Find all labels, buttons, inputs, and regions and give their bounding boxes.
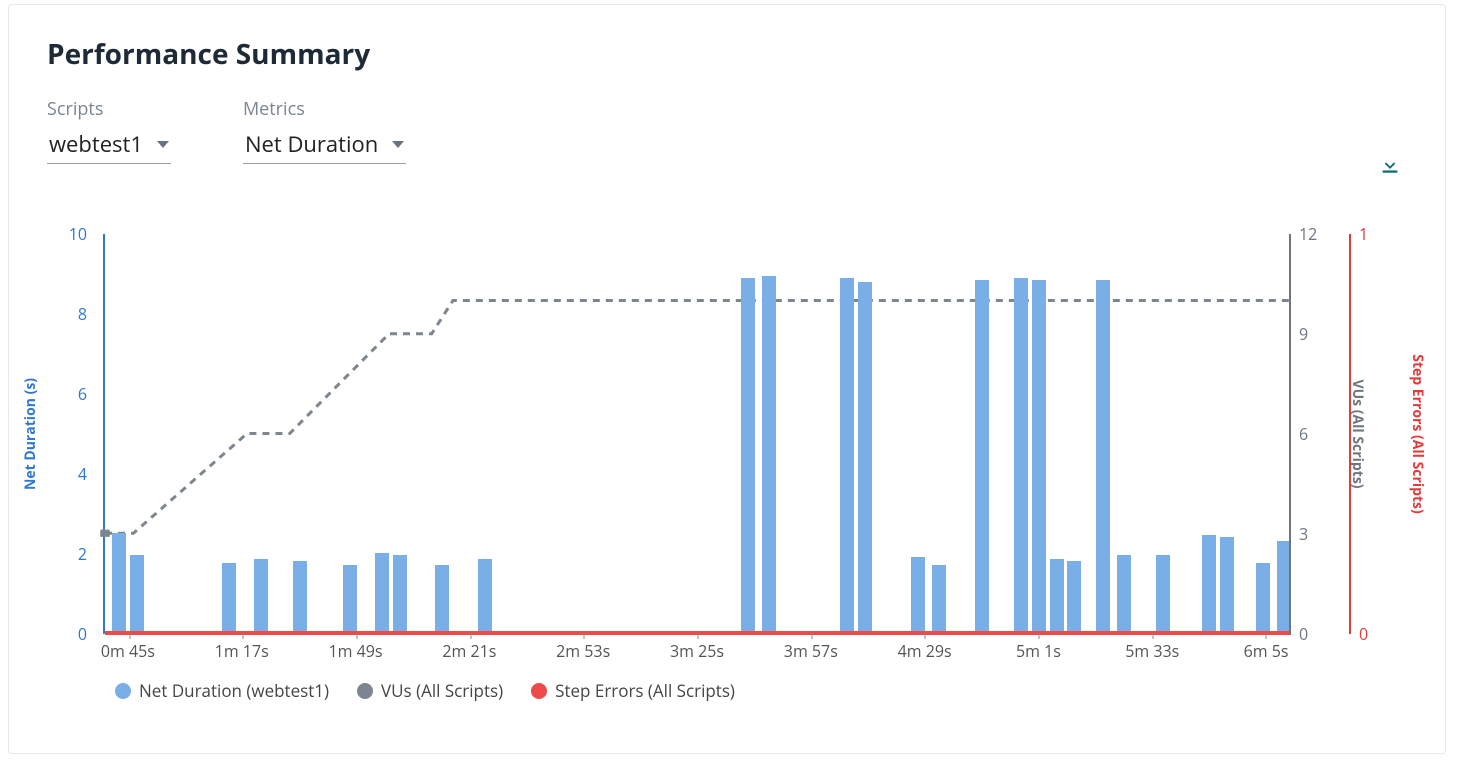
- net-duration-bar: [393, 555, 407, 633]
- metrics-value: Net Duration: [245, 129, 378, 159]
- x-tick: 2m 21s: [442, 640, 496, 662]
- x-tick-mark: [1038, 633, 1039, 639]
- metrics-select[interactable]: Net Duration: [243, 127, 406, 164]
- y-left-tick: 0: [47, 623, 97, 645]
- net-duration-bar: [911, 557, 925, 633]
- net-duration-bar: [840, 278, 854, 633]
- y-axis-left: Net Duration (s) 0246810: [47, 234, 97, 634]
- legend-label: VUs (All Scripts): [381, 679, 503, 702]
- legend-swatch: [357, 683, 373, 699]
- legend-swatch: [115, 683, 131, 699]
- y-r1-tick: 3: [1291, 523, 1341, 545]
- net-duration-bar: [130, 555, 144, 633]
- y-axis-left-label: Net Duration (s): [21, 378, 40, 490]
- legend: Net Duration (webtest1) VUs (All Scripts)…: [115, 679, 735, 702]
- chart-area: Net Duration (s) 0246810 VUs (All Script…: [47, 224, 1407, 694]
- x-tick: 5m 33s: [1125, 640, 1179, 662]
- net-duration-bar: [1156, 555, 1170, 633]
- net-duration-bar: [1096, 280, 1110, 633]
- scripts-value: webtest1: [49, 129, 143, 159]
- net-duration-bar: [975, 280, 989, 633]
- x-tick-mark: [811, 633, 812, 639]
- x-tick-mark: [1266, 633, 1267, 639]
- y-left-tick: 2: [47, 543, 97, 565]
- x-tick: 1m 49s: [329, 640, 383, 662]
- y-r2-tick: 1: [1351, 223, 1401, 245]
- x-tick-mark: [470, 633, 471, 639]
- x-tick-mark: [243, 633, 244, 639]
- x-tick: 3m 25s: [670, 640, 724, 662]
- chevron-down-icon: [392, 141, 404, 148]
- x-tick: 5m 1s: [1016, 640, 1061, 662]
- legend-item[interactable]: Step Errors (All Scripts): [531, 679, 735, 702]
- net-duration-bar: [762, 276, 776, 633]
- x-tick-mark: [925, 633, 926, 639]
- x-tick: 6m 5s: [1244, 640, 1289, 662]
- metrics-control: Metrics Net Duration: [243, 97, 406, 164]
- scripts-control: Scripts webtest1: [47, 97, 171, 164]
- net-duration-bar: [1032, 280, 1046, 633]
- net-duration-bar: [222, 563, 236, 633]
- net-duration-bar: [478, 559, 492, 633]
- controls-row: Scripts webtest1 Metrics Net Duration: [47, 97, 1407, 164]
- net-duration-bar: [112, 533, 126, 633]
- x-tick-mark: [698, 633, 699, 639]
- y-r2-tick: 0: [1351, 623, 1401, 645]
- net-duration-bar: [293, 561, 307, 633]
- y-r1-tick: 12: [1291, 223, 1341, 245]
- x-tick-mark: [584, 633, 585, 639]
- y-axis-r2-label: Step Errors (All Scripts): [1408, 354, 1427, 514]
- bars-layer: [105, 234, 1291, 633]
- y-axis-r1: VUs (All Scripts) 036912: [1291, 234, 1341, 634]
- net-duration-bar: [1067, 561, 1081, 633]
- legend-item[interactable]: VUs (All Scripts): [357, 679, 503, 702]
- y-r1-tick: 9: [1291, 323, 1341, 345]
- performance-summary-card: Performance Summary Scripts webtest1 Met…: [8, 4, 1446, 754]
- y-left-tick: 10: [47, 223, 97, 245]
- net-duration-bar: [741, 278, 755, 633]
- x-tick-mark: [1152, 633, 1153, 639]
- x-tick: 0m 45s: [101, 640, 155, 662]
- plot-area: [103, 234, 1291, 634]
- x-tick: 3m 57s: [784, 640, 838, 662]
- net-duration-bar: [1256, 563, 1270, 633]
- y-left-tick: 8: [47, 303, 97, 325]
- net-duration-bar: [343, 565, 357, 633]
- net-duration-bar: [932, 565, 946, 633]
- net-duration-bar: [1050, 559, 1064, 633]
- y-axis-r2: Step Errors (All Scripts) 01: [1351, 234, 1401, 634]
- legend-label: Net Duration (webtest1): [139, 679, 329, 702]
- scripts-select[interactable]: webtest1: [47, 127, 171, 164]
- net-duration-bar: [435, 565, 449, 633]
- y-left-tick: 6: [47, 383, 97, 405]
- chevron-down-icon: [157, 141, 169, 148]
- y-r1-tick: 0: [1291, 623, 1341, 645]
- net-duration-bar: [1117, 555, 1131, 633]
- x-tick: 1m 17s: [215, 640, 269, 662]
- download-icon[interactable]: [1379, 153, 1401, 175]
- net-duration-bar: [1014, 278, 1028, 633]
- net-duration-bar: [1220, 537, 1234, 633]
- x-tick-mark: [357, 633, 358, 639]
- legend-label: Step Errors (All Scripts): [555, 679, 735, 702]
- y-r1-tick: 6: [1291, 423, 1341, 445]
- net-duration-bar: [375, 553, 389, 633]
- card-title: Performance Summary: [47, 35, 1407, 73]
- legend-item[interactable]: Net Duration (webtest1): [115, 679, 329, 702]
- legend-swatch: [531, 683, 547, 699]
- y-left-tick: 4: [47, 463, 97, 485]
- scripts-label: Scripts: [47, 97, 171, 121]
- x-tick: 4m 29s: [898, 640, 952, 662]
- net-duration-bar: [254, 559, 268, 633]
- x-axis: 0m 45s 1m 17s 1m 49s 2m 21s 2m 53s 3m 25s 3m 5…: [103, 640, 1291, 664]
- net-duration-bar: [858, 282, 872, 633]
- net-duration-bar: [1202, 535, 1216, 633]
- x-tick-mark: [129, 633, 130, 639]
- x-tick: 2m 53s: [556, 640, 610, 662]
- metrics-label: Metrics: [243, 97, 406, 121]
